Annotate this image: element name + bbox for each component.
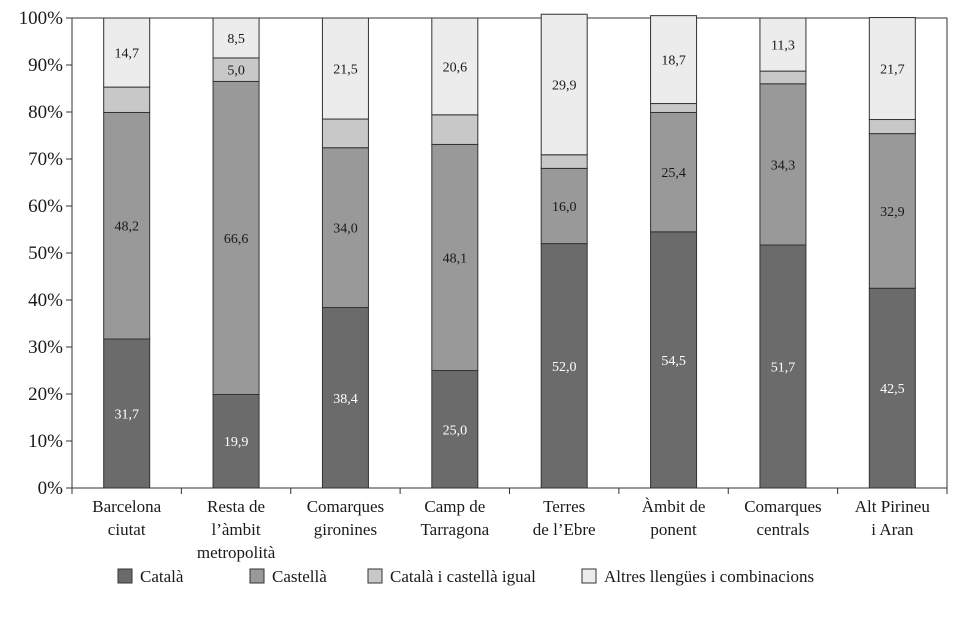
x-tick-label: Terres de l’Ebre (533, 497, 596, 539)
data-label: 48,1 (443, 251, 468, 266)
data-label: 32,9 (880, 205, 905, 220)
y-tick-label: 30% (28, 337, 63, 358)
bar-segment (321, 17, 369, 120)
legend-swatch (367, 568, 383, 584)
x-tick-label: Alt Pirineu i Aran (855, 497, 931, 539)
data-label: 48,2 (114, 220, 139, 235)
x-axis: Barcelona ciutat Resta de l’àmbit metropolit… (71, 488, 948, 562)
legend-label: Català (140, 567, 184, 586)
y-tick-label: 100% (19, 8, 64, 29)
bar-segment (759, 70, 807, 85)
bar-segment (540, 167, 588, 245)
legend-label: Altres llengües i combinacions (604, 567, 814, 586)
data-label: 11,3 (771, 39, 795, 54)
y-tick-label: 60% (28, 196, 63, 217)
y-tick-label: 70% (28, 149, 63, 170)
plot-frame (71, 17, 948, 489)
bar-segment (868, 287, 916, 489)
bar-segment (759, 83, 807, 246)
y-tick-label: 50% (28, 243, 63, 264)
legend-label: Castellà (272, 567, 327, 586)
x-tick-label: Barcelona ciutat (92, 497, 161, 539)
x-tick-label: Àmbit de ponent (642, 497, 706, 539)
bar-segment (321, 147, 369, 309)
bar-segment (212, 393, 260, 489)
bars: 31,7 48,2 14,7 19,9 66,6 5,0 8,5 38,4 34,0 21,5 25… (103, 13, 916, 489)
bar-segment (868, 133, 916, 289)
x-tick-label: Comarques centrals (744, 497, 821, 539)
bar-segment (650, 15, 698, 105)
data-label: 29,9 (552, 79, 577, 94)
data-label: 34,3 (771, 158, 796, 173)
y-tick-label: 0% (38, 478, 64, 499)
bar-segment (103, 86, 151, 113)
legend-swatch (117, 568, 133, 584)
bar-segment (868, 17, 916, 121)
data-label: 38,4 (333, 392, 358, 407)
bar-segment (321, 118, 369, 149)
x-tick-label: Comarques gironines (307, 497, 384, 539)
plot-border (71, 17, 948, 489)
bar-segment (650, 103, 698, 113)
bar-segment (540, 13, 588, 156)
bar-segment (540, 243, 588, 489)
data-label: 16,0 (552, 200, 577, 215)
data-label: 18,7 (661, 54, 686, 69)
x-tick-label: Resta de l’àmbit metropolità (197, 497, 276, 562)
bar-segment (103, 111, 151, 340)
y-tick-label: 20% (28, 384, 63, 405)
y-tick-label: 10% (28, 431, 63, 452)
bar-segment (431, 143, 479, 371)
bar-segment (650, 231, 698, 489)
bar-segment (212, 80, 260, 395)
data-label: 51,7 (771, 361, 796, 376)
bar-segment (540, 154, 588, 169)
data-label: 34,0 (333, 222, 358, 237)
y-tick-label: 90% (28, 55, 63, 76)
data-label: 54,5 (661, 354, 686, 369)
data-label: 31,7 (114, 408, 139, 423)
bar-segment (759, 244, 807, 489)
data-label: 21,7 (880, 63, 905, 78)
legend-swatch (581, 568, 597, 584)
bar-segment (103, 17, 151, 88)
data-label: 25,0 (443, 423, 468, 438)
data-label: 8,5 (227, 32, 245, 47)
bar-segment (321, 307, 369, 489)
data-label: 66,6 (224, 232, 249, 247)
bar-segment (868, 119, 916, 135)
data-label: 5,0 (227, 64, 245, 79)
data-label: 52,0 (552, 360, 577, 375)
y-tick-label: 80% (28, 102, 63, 123)
bar-segment (431, 17, 479, 116)
data-label: 42,5 (880, 382, 905, 397)
bar-segment (759, 17, 807, 72)
x-tick-label: Camp de Tarragona (420, 497, 489, 539)
data-label: 20,6 (443, 60, 468, 75)
bar-segment (103, 338, 151, 489)
data-label: 21,5 (333, 63, 358, 78)
legend-label: Català i castellà igual (390, 567, 536, 586)
y-tick-label: 40% (28, 290, 63, 311)
bar-segment (212, 17, 260, 59)
bar-segment (650, 111, 698, 233)
data-label: 19,9 (224, 435, 249, 450)
bar-segment (431, 114, 479, 145)
y-axis: 0% 10% 20% 30% 40% 50% 60% 70% 80% 90% 100% (19, 8, 72, 499)
data-label: 25,4 (661, 166, 686, 181)
data-label: 14,7 (114, 47, 139, 62)
legend-swatch (249, 568, 265, 584)
legend: Català Castellà Català i castellà igual Alt… (117, 567, 814, 586)
